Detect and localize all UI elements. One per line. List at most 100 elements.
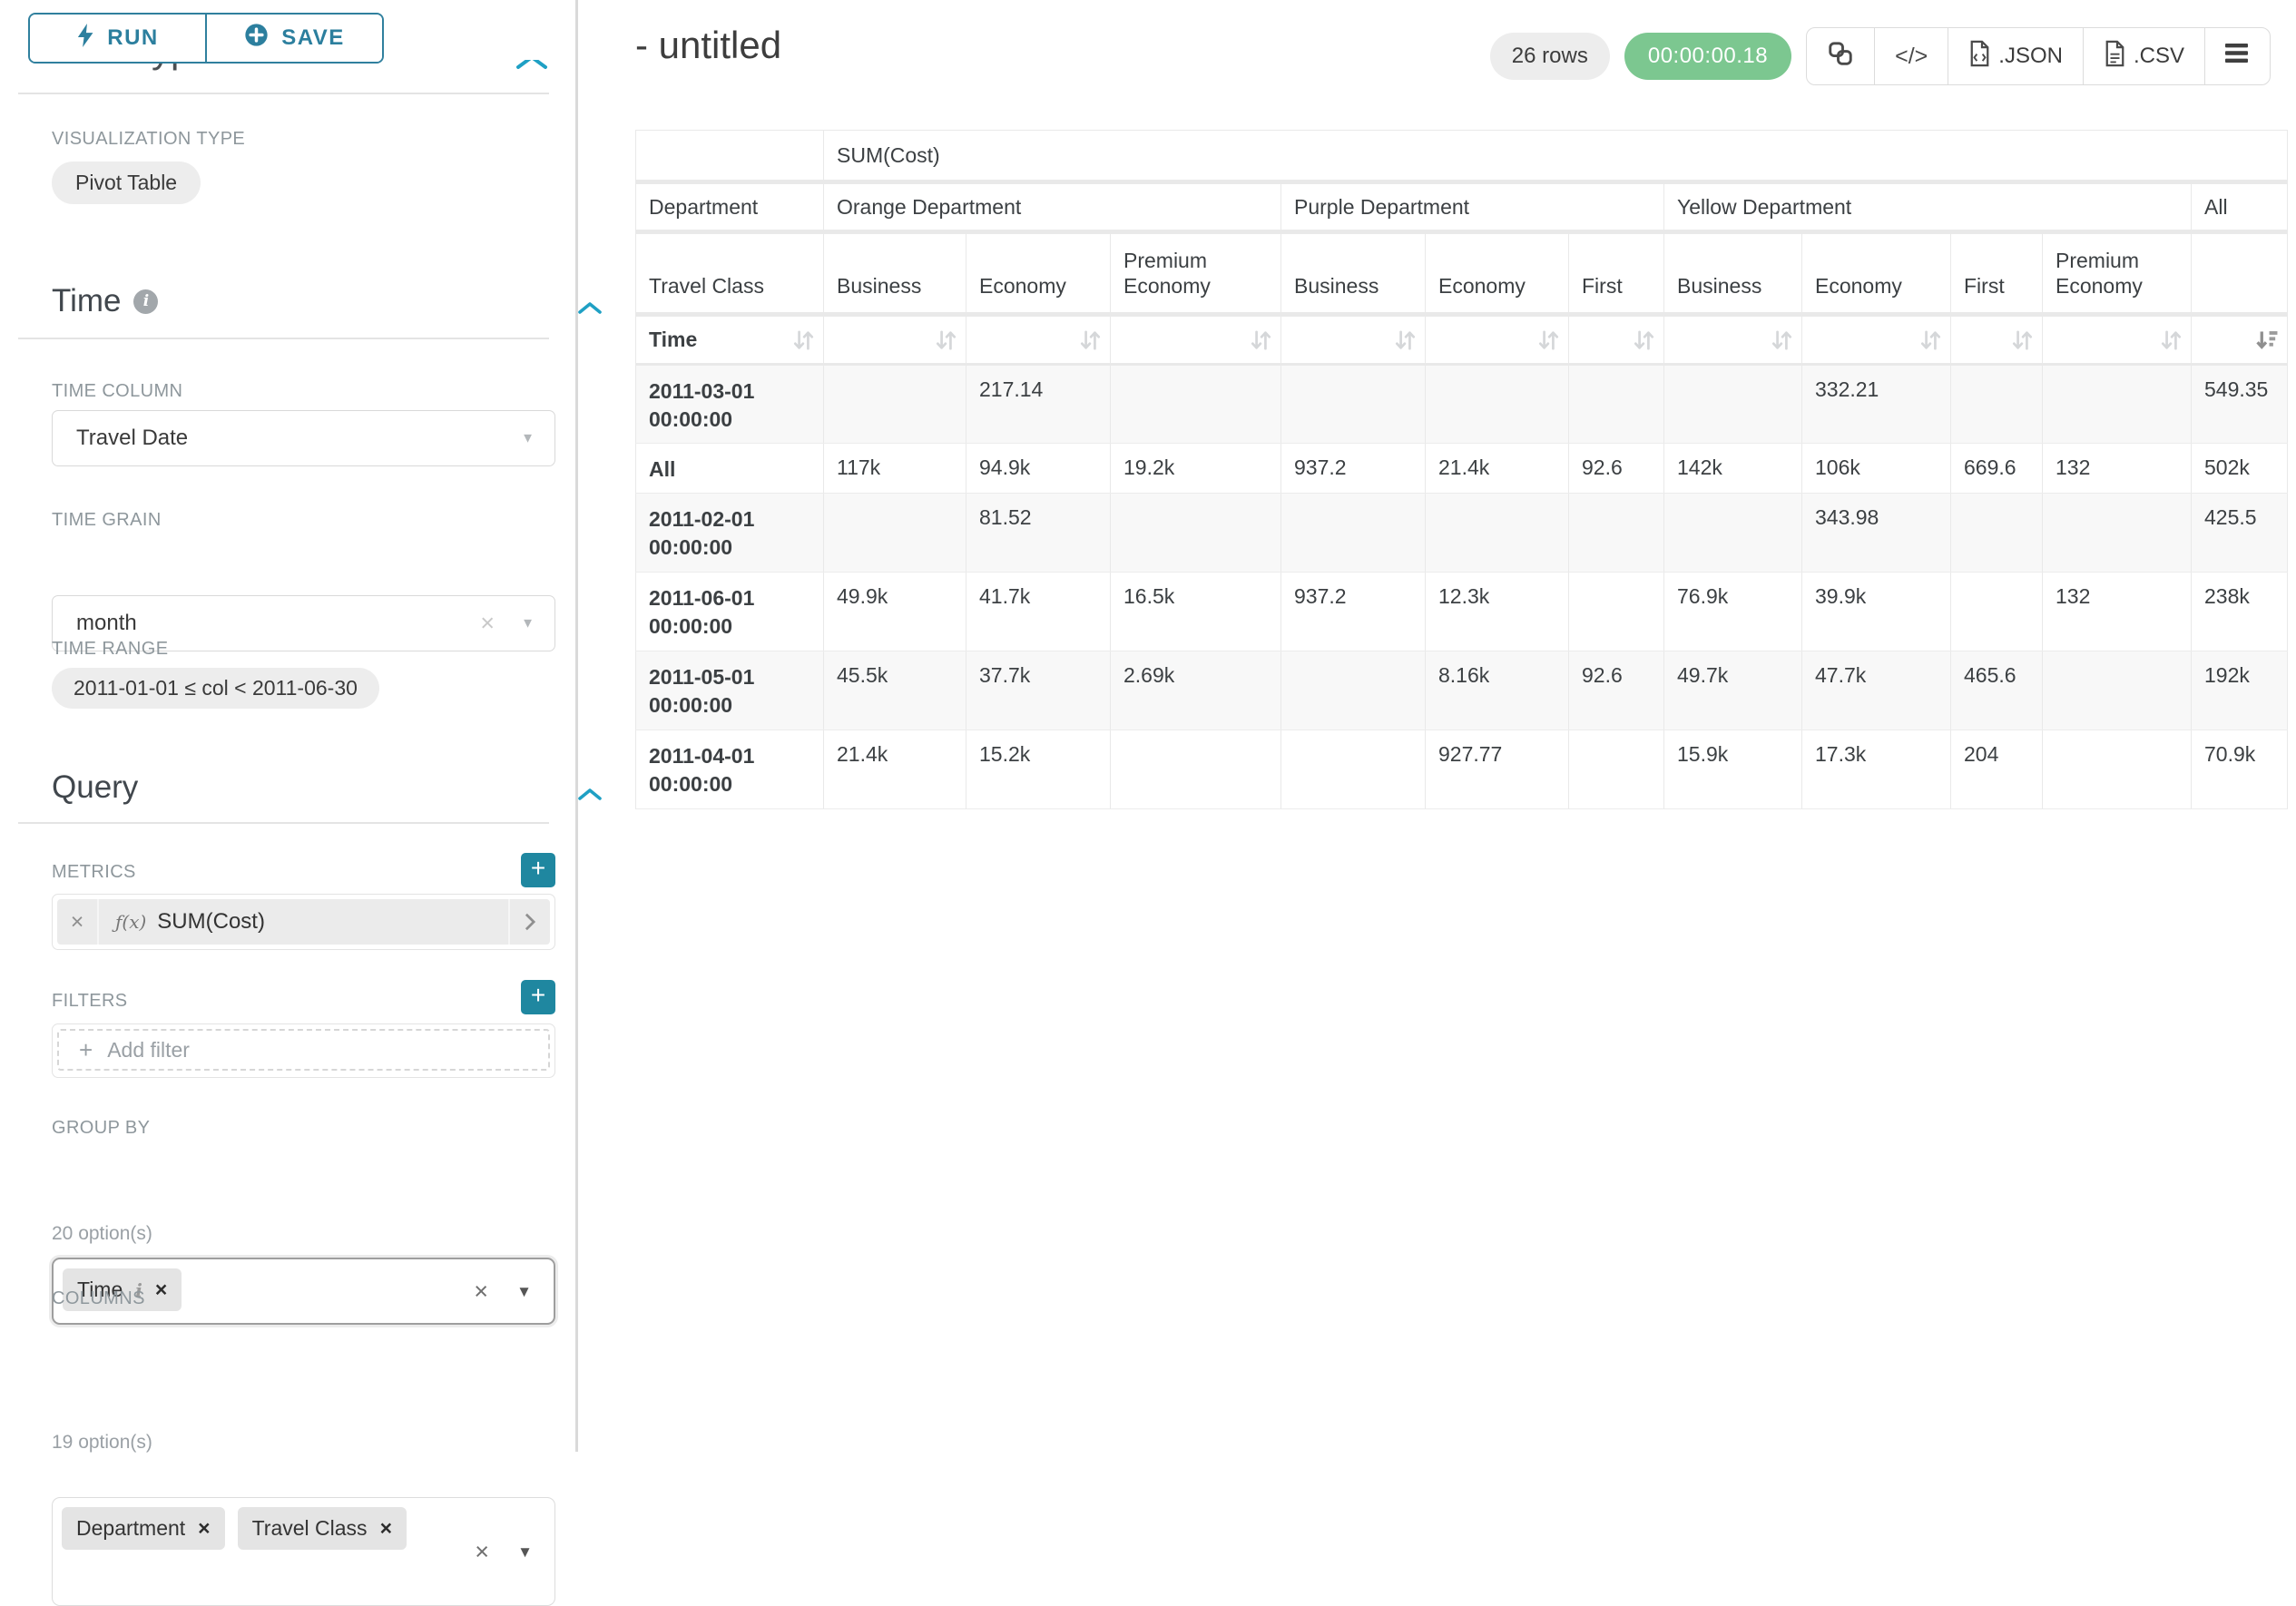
sort-cell[interactable]: [1110, 314, 1281, 365]
sort-icon[interactable]: [1393, 328, 1418, 352]
sort-icon[interactable]: [1078, 328, 1103, 352]
sort-cell[interactable]: [1568, 314, 1664, 365]
columns-label: COLUMNS: [52, 1288, 145, 1308]
chart-title[interactable]: - untitled: [635, 24, 782, 66]
sort-icon[interactable]: [1770, 328, 1794, 352]
sort-cell[interactable]: [1425, 314, 1569, 365]
sort-cell[interactable]: [1950, 314, 2043, 365]
sort-desc-active-icon[interactable]: [2254, 328, 2280, 353]
row-label: 2011-04-01 00:00:00: [635, 730, 824, 810]
sort-icon[interactable]: [1536, 328, 1561, 352]
chevron-up-icon[interactable]: [514, 60, 555, 72]
time-range-pill[interactable]: 2011-01-01 ≤ col < 2011-06-30: [52, 668, 379, 709]
sort-icon[interactable]: [1632, 328, 1656, 352]
columns-select[interactable]: Department × Travel Class × × ▼: [52, 1497, 555, 1606]
value-cell: 41.7k: [966, 572, 1111, 652]
value-cell: [1568, 572, 1664, 652]
value-cell: 332.21: [1801, 364, 1951, 445]
menu-button[interactable]: [2204, 28, 2270, 84]
csv-file-icon: [2104, 40, 2126, 73]
value-cell: 204: [1950, 730, 2043, 810]
value-cell: 47.7k: [1801, 651, 1951, 731]
chip-label: Travel Class: [251, 1516, 368, 1540]
metric-header: SUM(Cost): [823, 130, 2289, 182]
value-cell: 142k: [1663, 443, 1802, 495]
metrics-label: METRICS: [52, 862, 136, 882]
value-cell: [1663, 364, 1802, 445]
value-cell: 217.14: [966, 364, 1111, 445]
sort-cell[interactable]: [1801, 314, 1951, 365]
chevron-down-icon[interactable]: ▼: [517, 1543, 533, 1561]
sort-cell[interactable]: [2191, 314, 2289, 365]
value-cell: [2042, 730, 2192, 810]
hamburger-menu-icon: [2225, 43, 2250, 70]
table-row: All 117k 94.9k 19.2k 937.2 21.4k 92.6 142k 106k 6…: [635, 443, 2289, 495]
info-icon[interactable]: i: [133, 289, 159, 314]
remove-chip-icon[interactable]: ×: [154, 1278, 168, 1301]
copy-link-button[interactable]: [1807, 28, 1874, 84]
value-cell: 81.52: [966, 493, 1111, 573]
chevron-right-icon[interactable]: [508, 899, 550, 945]
sort-cell[interactable]: [1280, 314, 1426, 365]
time-column-select[interactable]: Travel Date ▼: [52, 410, 555, 466]
sort-icon[interactable]: [791, 328, 816, 352]
row-dimension-label[interactable]: Time: [635, 314, 824, 365]
clear-icon[interactable]: ×: [475, 1538, 489, 1565]
selected-chip-department[interactable]: Department ×: [62, 1507, 225, 1550]
value-cell: [1280, 364, 1426, 445]
time-grain-value: month: [76, 611, 137, 635]
remove-chip-icon[interactable]: ×: [198, 1516, 211, 1540]
table-row: 2011-04-01 00:00:00 21.4k 15.2k 927.77 15.9k…: [635, 730, 2289, 810]
viz-type-label: VISUALIZATION TYPE: [52, 129, 246, 149]
chevron-up-icon[interactable]: [576, 289, 603, 325]
value-cell: 70.9k: [2191, 730, 2289, 810]
group-by-select[interactable]: Time i × × ▼: [52, 1258, 555, 1325]
time-grain-select[interactable]: month × ▼: [52, 595, 555, 651]
value-cell: [1280, 651, 1426, 731]
sort-icon[interactable]: [1249, 328, 1273, 352]
clear-icon[interactable]: ×: [474, 1278, 488, 1305]
sort-cell[interactable]: [2042, 314, 2192, 365]
corner-cell: [635, 130, 824, 182]
sort-cell[interactable]: [966, 314, 1111, 365]
view-query-button[interactable]: </>: [1874, 28, 1948, 84]
row-label: 2011-02-01 00:00:00: [635, 493, 824, 573]
selected-chip-time[interactable]: Time i ×: [63, 1268, 182, 1311]
add-metric-button[interactable]: +: [521, 853, 555, 887]
viz-type-pill[interactable]: Pivot Table: [52, 162, 201, 204]
chevron-down-icon[interactable]: ▼: [516, 1283, 532, 1300]
value-cell: 937.2: [1280, 443, 1426, 495]
run-save-button-group: RUN SAVE: [28, 13, 384, 64]
chevron-up-icon[interactable]: [576, 775, 603, 811]
sort-cell[interactable]: [823, 314, 966, 365]
time-grain-label: TIME GRAIN: [52, 510, 162, 530]
columns-options-hint: 19 option(s): [52, 1432, 152, 1453]
sort-icon[interactable]: [1918, 328, 1943, 352]
table-row: 2011-03-01 00:00:00 217.14 332.21 549.35: [635, 364, 2289, 445]
table-row: 2011-05-01 00:00:00 45.5k 37.7k 2.69k 8.16k 9…: [635, 651, 2289, 731]
export-json-button[interactable]: .JSON: [1948, 28, 2083, 84]
info-icon[interactable]: i: [135, 1278, 142, 1301]
save-button[interactable]: SAVE: [205, 15, 382, 62]
control-panel: Chart Type RUN SAVE VISUALIZATION TYPE P…: [0, 0, 602, 1606]
add-filter-dropzone[interactable]: + Add filter: [57, 1029, 550, 1071]
selected-chip-travel-class[interactable]: Travel Class ×: [237, 1507, 407, 1550]
sort-icon[interactable]: [2010, 328, 2035, 352]
value-cell: [1568, 730, 1664, 810]
sort-icon[interactable]: [2159, 328, 2183, 352]
remove-chip-icon[interactable]: ×: [379, 1516, 392, 1540]
sort-icon[interactable]: [934, 328, 958, 352]
export-csv-button[interactable]: .CSV: [2082, 28, 2204, 84]
remove-metric-icon[interactable]: ×: [57, 899, 99, 945]
clear-icon[interactable]: ×: [480, 609, 495, 637]
value-cell: [823, 493, 966, 573]
sort-cell[interactable]: [1663, 314, 1802, 365]
run-button[interactable]: RUN: [30, 15, 205, 62]
metric-item[interactable]: × ƒ(x) SUM(Cost): [57, 899, 550, 945]
add-filter-button[interactable]: +: [521, 980, 555, 1014]
function-icon: ƒ(x): [115, 911, 147, 933]
value-cell: 2.69k: [1110, 651, 1281, 731]
sub-column-header: First: [1950, 231, 2043, 315]
viz-type-row: Pivot Table: [52, 162, 555, 204]
sub-dimension-label: Travel Class: [635, 231, 824, 315]
